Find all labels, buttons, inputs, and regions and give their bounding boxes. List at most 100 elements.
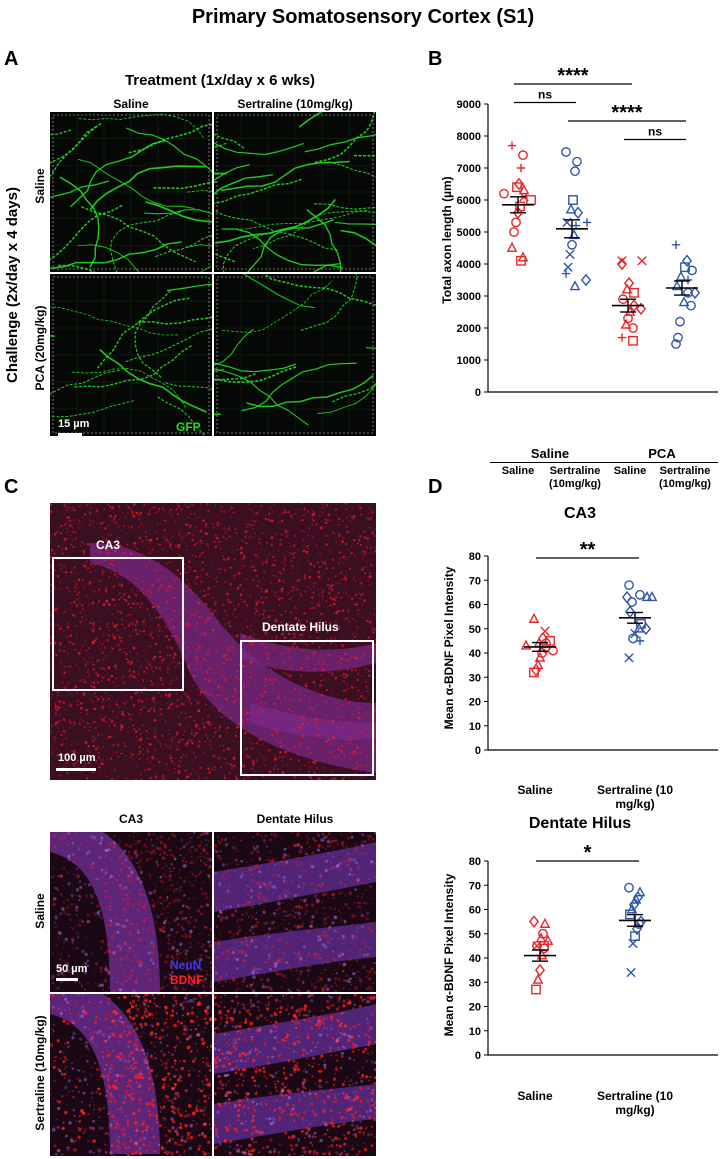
panel-a-header: Treatment (1x/day x 6 wks) [124, 72, 316, 89]
chart-b-group-0: Saline [530, 446, 570, 461]
chart-d-dh-title: Dentate Hilus [528, 815, 632, 832]
overview-scale-label: 100 µm [58, 752, 96, 764]
chart-d-dh-point [631, 922, 643, 936]
chart-d-dh-point [539, 943, 549, 954]
chart-d-ca3-point [630, 628, 640, 639]
chart-d-dh-point [528, 915, 540, 928]
chart-b-point [567, 239, 577, 250]
chart-b-ytick-label: 2000 [457, 323, 481, 335]
chart-b-point [565, 249, 575, 260]
chart-d-dh-ytick-label: 60 [469, 905, 481, 917]
chart-d-ca3-point [624, 653, 634, 663]
chart-b-point [561, 147, 571, 157]
micrograph-saline-saline [50, 112, 212, 272]
chart-b-point [518, 150, 528, 161]
chart-b-point [616, 257, 628, 271]
chart-b-ytick-label: 5000 [457, 227, 481, 239]
panel-label-c: C [4, 476, 19, 498]
chart-b-point [678, 296, 690, 307]
roi-label-dentate-hilus: Dentate Hilus [262, 620, 339, 634]
chart-b-point [681, 254, 693, 268]
chart-d-ca3-ytick-label: 10 [469, 721, 481, 733]
channel-label-bdnf: BDNF [170, 973, 204, 987]
chart-d-ca3-point [635, 589, 645, 600]
chart-b-sig-label: ns [538, 88, 552, 102]
chart-d-dh-point [626, 967, 636, 978]
chart-d-dh-point [531, 984, 541, 995]
chart-b-ytick-label: 0 [475, 387, 481, 399]
chart-b-ytick-label: 7000 [457, 163, 481, 175]
panel-c-row-label-sertraline: Sertraline (10mg/kg) [33, 1015, 47, 1131]
chart-b-point [628, 335, 638, 346]
chart-d-ca3-point [628, 633, 638, 644]
chart-b-point [511, 217, 521, 228]
chart-b-point [568, 195, 578, 205]
chart-b-cat-2: Saline [613, 465, 647, 477]
chart-b: 0 1000 2000 3000 4000 5000 6000 7000 8000 9000 ***… [420, 60, 720, 465]
chart-b-point [570, 166, 580, 177]
chart-b-group-line-0 [490, 462, 604, 463]
chart-d-ca3-ytick-label: 30 [469, 672, 481, 684]
chart-d-ca3-point [528, 612, 540, 623]
panel-a-row-label-pca: PCA (20mg/kg) [33, 305, 47, 391]
panel-a-col-label-saline: Saline [113, 97, 149, 111]
panel-c-row-label-saline: Saline [33, 893, 47, 929]
chart-b-cat-1: Sertraline (10mg/kg) [549, 465, 601, 490]
chart-d-dh-ytick-label: 0 [475, 1050, 481, 1062]
chart-b-ytick-label: 9000 [457, 99, 481, 111]
panel-c-col-label-ca3: CA3 [118, 812, 143, 826]
chart-d-ca3-point [646, 591, 658, 602]
chart-b-point [621, 283, 633, 294]
chart-d-ca3-ytick-label: 20 [469, 697, 481, 709]
chart-b-ytick-label: 8000 [457, 131, 481, 143]
chart-b-point [506, 241, 518, 252]
chart-d-dh-cat-1: Sertraline (10 mg/kg) [596, 1089, 674, 1117]
chart-d-ca3: 0 10 20 30 40 50 60 70 80 ** [420, 530, 720, 795]
chart-d-dh-ytick-label: 40 [469, 953, 481, 965]
chart-d-dh-point [628, 938, 638, 949]
chart-d-ca3-ylabel: Mean α-BDNF Pixel Intensity [442, 566, 456, 730]
chart-b-cat-0: Saline [501, 465, 535, 477]
roi-box-ca3 [52, 557, 184, 691]
chart-d-dh-point [532, 973, 544, 984]
chart-b-point [569, 280, 581, 291]
chart-b-point [635, 302, 647, 316]
chart-b-point [572, 206, 584, 220]
chart-b-ytick-label: 6000 [457, 195, 481, 207]
panel-c-scale-label: 50 µm [56, 963, 88, 975]
roi-box-dentate-hilus [240, 640, 374, 776]
chart-d-ca3-point [529, 667, 539, 678]
chart-d-ca3-cat-1: Sertraline (10 mg/kg) [596, 783, 674, 811]
chart-b-sig-label: ns [648, 125, 662, 139]
chart-d-ca3-point [624, 605, 636, 619]
chart-b-point [565, 203, 577, 214]
chart-b-point [580, 273, 592, 287]
chart-b-point [628, 323, 638, 333]
chart-d-ca3-ytick-label: 50 [469, 624, 481, 636]
panel-c-col-label-dh: Dentate Hilus [256, 812, 334, 826]
chart-d-ca3-ytick-label: 40 [469, 648, 481, 660]
chart-b-point [683, 275, 693, 285]
micrograph-pca-sertraline [214, 274, 376, 436]
chart-b-point [512, 182, 522, 193]
chart-b-point [617, 333, 627, 342]
chart-b-point [675, 270, 687, 281]
chart-b-point [563, 262, 573, 272]
chart-d-ca3-point [624, 580, 634, 590]
chart-b-point [499, 188, 509, 199]
chart-d-dh-ytick-label: 50 [469, 929, 481, 941]
chart-b-sig-label: **** [611, 102, 642, 124]
chart-b-ytick-label: 3000 [457, 291, 481, 303]
bdnf-saline-ca3 [50, 832, 212, 992]
chart-b-group-line-1 [604, 462, 718, 463]
chart-b-ylabel: Total axon length (µm) [440, 176, 454, 304]
chart-d-ca3-point [530, 663, 542, 677]
chart-b-point [637, 256, 647, 266]
chart-d-dh-ytick-label: 20 [469, 1002, 481, 1014]
panel-a-scale-label: 15 µm [58, 418, 90, 430]
panel-a-col-label-sertraline: Sertraline (10mg/kg) [237, 97, 353, 111]
chart-d-ca3-ytick-label: 80 [469, 551, 481, 563]
chart-d-dh-ytick-label: 70 [469, 880, 481, 892]
chart-b-ytick-label: 4000 [457, 259, 481, 271]
chart-b-group-1: PCA [648, 446, 676, 461]
